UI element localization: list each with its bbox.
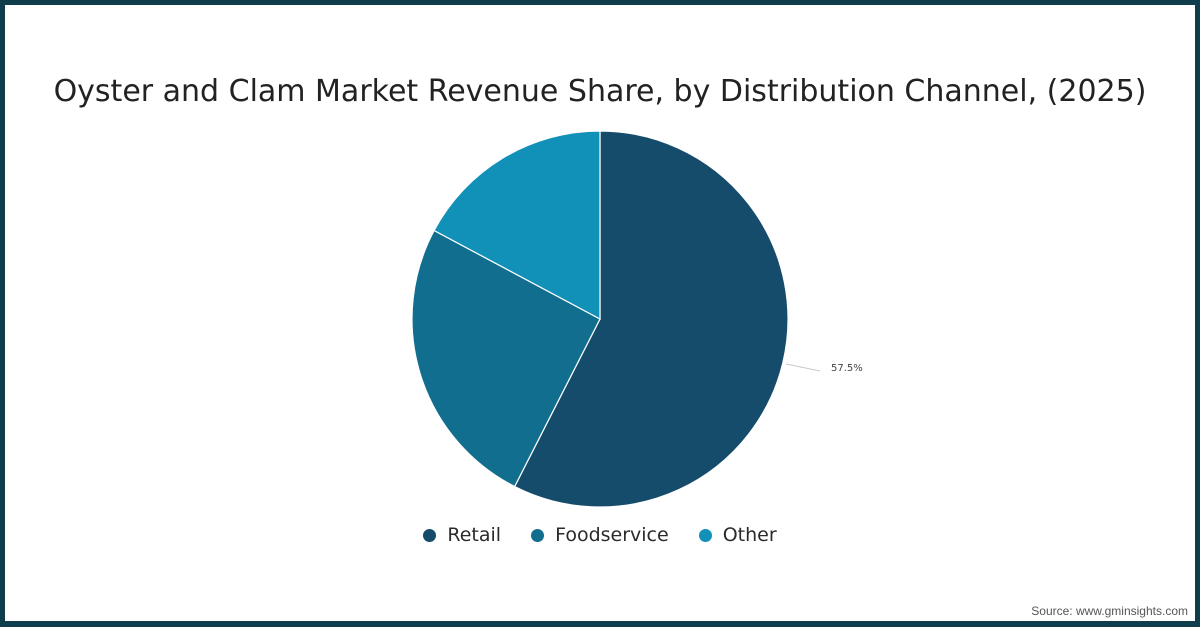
pie-slice-retail[interactable] [513, 130, 789, 508]
legend-item-retail[interactable]: Retail [423, 524, 501, 546]
legend-label-retail: Retail [447, 524, 502, 546]
retail-label-leader-line [785, 363, 821, 372]
chart-legend: Retail Foodservice Other [0, 524, 1200, 546]
foodservice-dot-icon [531, 528, 545, 542]
legend-item-foodservice[interactable]: Foodservice [531, 524, 669, 546]
retail-dot-icon [423, 528, 437, 542]
other-dot-icon [698, 528, 712, 542]
source-credit: Source: www.gminsights.com [1031, 604, 1188, 618]
legend-item-other[interactable]: Other [698, 524, 777, 546]
legend-label-other: Other [722, 524, 777, 546]
pie-slice-other[interactable] [433, 130, 601, 321]
retail-data-label: 57.5% [831, 363, 863, 374]
chart-title: Oyster and Clam Market Revenue Share, by… [53, 74, 1147, 109]
legend-label-foodservice: Foodservice [555, 524, 669, 546]
